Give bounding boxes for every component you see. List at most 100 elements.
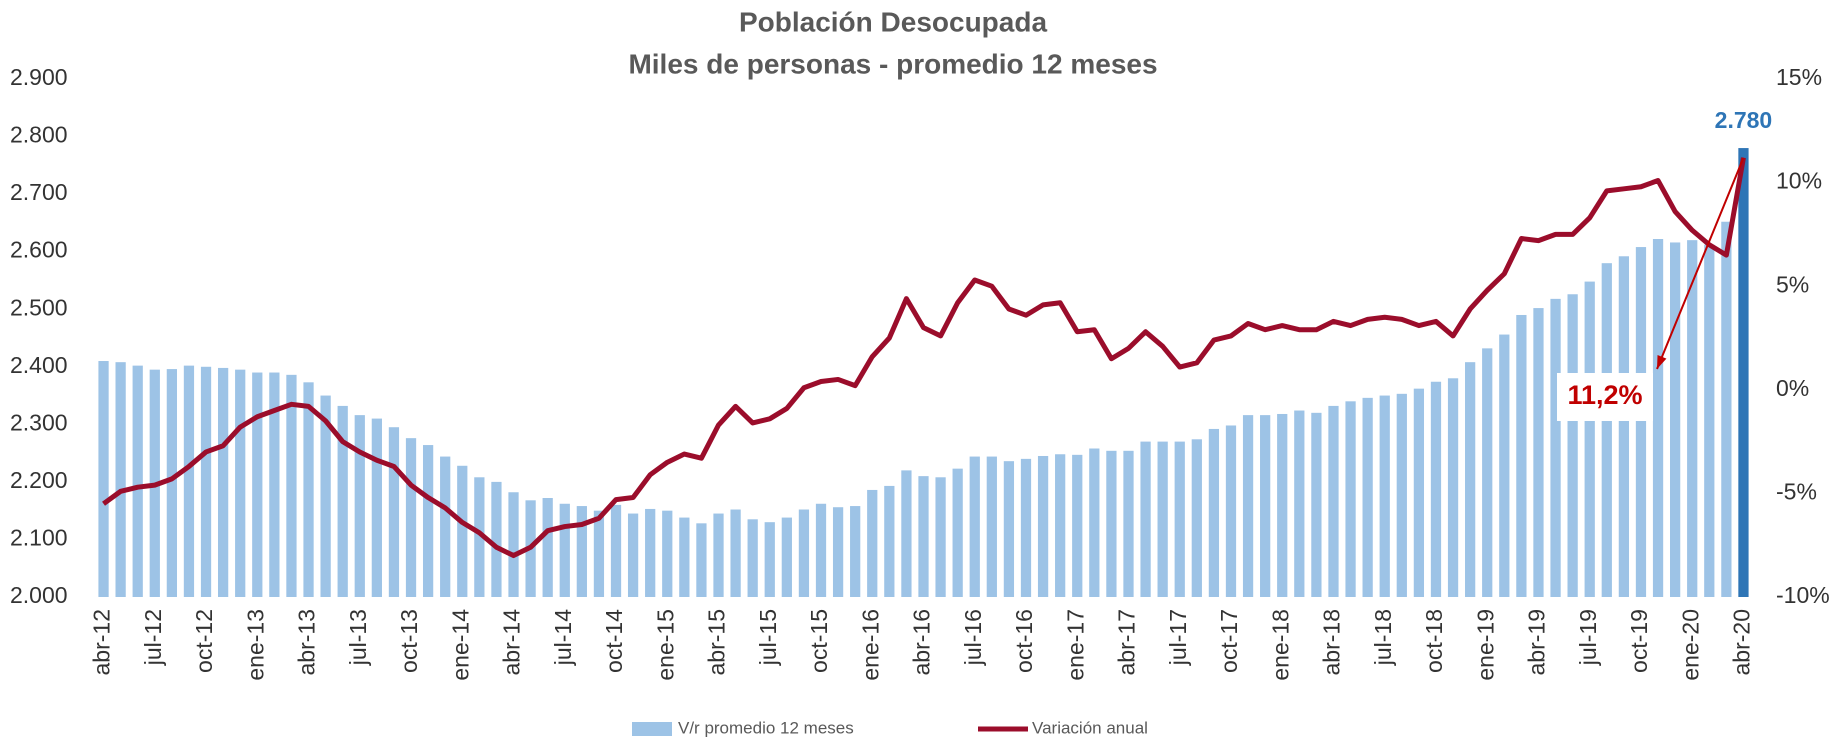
bar — [627, 513, 639, 597]
bar — [354, 415, 365, 597]
bar — [1567, 294, 1578, 597]
x-tick-label: abr-17 — [1114, 609, 1140, 675]
bar — [320, 395, 331, 597]
x-tick-label: abr-12 — [89, 609, 115, 675]
y-tick-label: 2.000 — [10, 582, 68, 608]
legend-label: Variación anual — [1032, 718, 1148, 737]
bar — [1225, 425, 1237, 597]
bar — [1106, 450, 1117, 597]
bar — [440, 456, 451, 597]
bar — [1020, 458, 1032, 597]
y-tick-label: 2.700 — [10, 179, 68, 205]
bar — [200, 366, 212, 597]
bar — [662, 510, 673, 597]
bar — [217, 367, 229, 597]
bar — [474, 477, 485, 597]
bar — [815, 503, 827, 597]
y-tick-label: 2.300 — [10, 409, 68, 435]
annotation-box — [1557, 373, 1653, 421]
y-tick-label: 2.400 — [10, 352, 68, 378]
bar — [952, 468, 963, 597]
bar — [388, 427, 400, 597]
bar — [1055, 454, 1066, 597]
bar — [1294, 410, 1305, 597]
bar — [679, 517, 690, 597]
bar — [1652, 239, 1664, 597]
bar — [576, 506, 587, 597]
bar — [1174, 441, 1185, 597]
bar — [132, 365, 143, 597]
x-tick-label: oct-17 — [1216, 609, 1242, 673]
x-tick-label: oct-13 — [396, 609, 422, 673]
line — [102, 157, 1746, 559]
bar — [1516, 314, 1527, 597]
bar — [1242, 415, 1254, 597]
bar — [1396, 393, 1407, 597]
bar — [850, 506, 861, 597]
bar — [1533, 308, 1544, 597]
x-tick-label: jul-12 — [140, 609, 166, 666]
bar — [183, 365, 195, 597]
bar — [696, 523, 707, 597]
bar — [1601, 263, 1612, 597]
y-tick-label: 2.100 — [10, 525, 68, 551]
y2-tick-label: 15% — [1776, 64, 1822, 90]
bar — [542, 498, 553, 597]
bar — [1687, 240, 1698, 597]
bar — [1362, 397, 1373, 597]
y2-tick-label: -10% — [1776, 582, 1830, 608]
bar — [593, 510, 605, 597]
bar — [457, 465, 468, 597]
x-tick-label: ene-17 — [1062, 609, 1088, 681]
bar — [1003, 461, 1015, 597]
x-tick-label: abr-16 — [909, 609, 935, 675]
bar — [286, 374, 297, 597]
x-tick-label: abr-20 — [1729, 609, 1755, 675]
x-tick-label: ene-20 — [1677, 609, 1703, 681]
x-tick-label: jul-17 — [1165, 609, 1191, 666]
bar — [1089, 448, 1100, 597]
x-tick-label: abr-18 — [1319, 609, 1345, 675]
x-tick-label: ene-14 — [447, 609, 473, 681]
bar — [1550, 298, 1561, 597]
x-tick-label: ene-13 — [242, 609, 268, 681]
bar — [1704, 244, 1715, 597]
x-tick-label: oct-15 — [806, 609, 832, 673]
bar — [1430, 381, 1442, 597]
y-tick-label: 2.200 — [10, 467, 68, 493]
bar — [1738, 148, 1749, 598]
bar — [98, 361, 109, 597]
x-tick-label: jul-13 — [345, 609, 371, 666]
x-tick-label: abr-15 — [704, 609, 730, 675]
bar — [1345, 401, 1356, 597]
bar — [1328, 405, 1339, 597]
bar — [166, 369, 177, 597]
bar — [405, 438, 417, 597]
bar — [1670, 242, 1681, 598]
bar — [1482, 348, 1493, 597]
bar — [269, 372, 280, 597]
chart-subtitle: Miles de personas - promedio 12 meses — [628, 48, 1157, 79]
bar — [1140, 441, 1151, 597]
bar — [832, 507, 844, 597]
x-tick-label: oct-18 — [1421, 609, 1447, 673]
bar — [986, 456, 997, 597]
y-tick-label: 2.900 — [10, 64, 68, 90]
bar — [884, 485, 895, 597]
x-tick-label: oct-19 — [1626, 609, 1652, 673]
bar — [1191, 439, 1202, 597]
bar — [1157, 441, 1168, 597]
bar — [1072, 454, 1083, 597]
x-tick-label: ene-15 — [652, 609, 678, 681]
data-label: 2.780 — [1715, 107, 1773, 133]
bar — [252, 372, 263, 597]
bar — [764, 522, 775, 597]
bar — [1465, 362, 1476, 597]
x-tick-label: ene-18 — [1267, 609, 1293, 681]
bar — [713, 513, 724, 597]
chart-title: Población Desocupada — [739, 6, 1047, 37]
bar — [918, 476, 929, 597]
bar — [1618, 256, 1630, 597]
y2-tick-label: 10% — [1776, 168, 1822, 194]
x-tick-label: oct-14 — [601, 609, 627, 673]
